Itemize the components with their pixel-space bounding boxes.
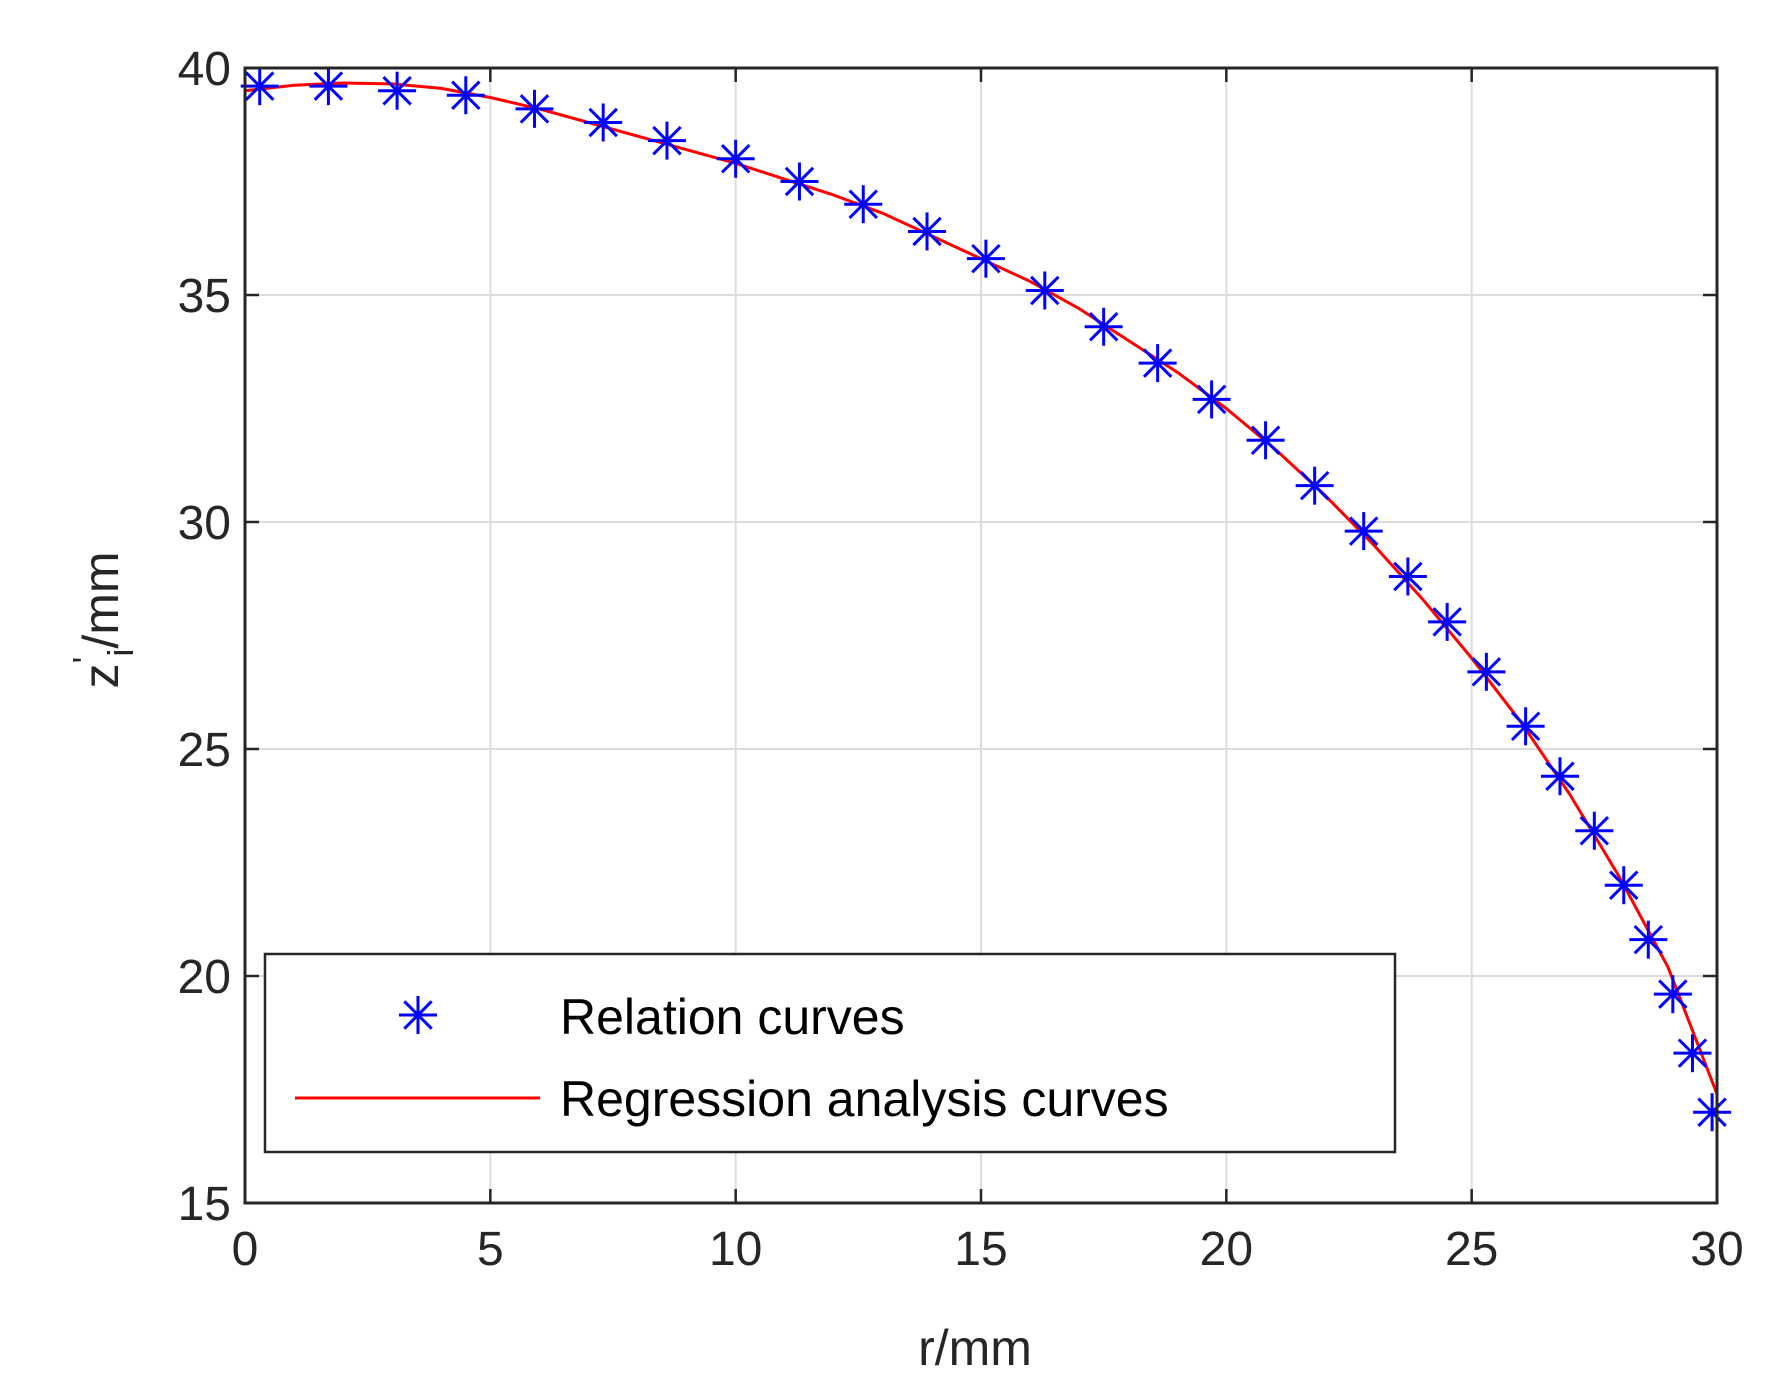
data-point <box>1084 307 1123 346</box>
y-axis-label: z'i/mm <box>65 551 141 688</box>
legend-marker-relation <box>399 996 437 1034</box>
data-point <box>446 76 485 115</box>
data-point <box>1506 707 1545 746</box>
data-point <box>378 71 417 110</box>
data-point <box>844 185 883 224</box>
relation-series <box>240 67 1732 1132</box>
legend-asterisk <box>399 996 437 1034</box>
data-point <box>1604 866 1643 905</box>
y-tick-label: 35 <box>178 270 231 323</box>
x-tick-label: 25 <box>1445 1223 1498 1276</box>
y-axis-label-sup: ' <box>65 657 106 664</box>
y-axis-label-sub: i <box>100 649 141 657</box>
legend-label-relation: Relation curves <box>560 989 905 1045</box>
legend: Relation curves Regression analysis curv… <box>263 952 1397 1154</box>
data-point <box>240 67 279 106</box>
data-point <box>647 121 686 160</box>
data-point <box>1388 557 1427 596</box>
legend-label-regression: Regression analysis curves <box>560 1071 1169 1127</box>
tick-labels: 0 5 10 15 20 25 30 15 20 25 30 35 40 <box>178 43 1744 1276</box>
y-tick-label: 25 <box>178 724 231 777</box>
axis-ticks <box>243 66 1719 1205</box>
data-point <box>1246 421 1285 460</box>
data-point <box>1138 344 1177 383</box>
y-tick-label: 30 <box>178 497 231 550</box>
data-point <box>1673 1034 1712 1073</box>
data-point <box>780 162 819 201</box>
data-point <box>309 67 348 106</box>
y-tick-label: 20 <box>178 951 231 1004</box>
y-tick-label: 15 <box>178 1178 231 1231</box>
data-point <box>1428 602 1467 641</box>
data-point <box>1467 652 1506 691</box>
data-point <box>1192 380 1231 419</box>
legend-box <box>263 952 1397 1154</box>
data-point <box>1344 512 1383 551</box>
data-point <box>908 212 947 251</box>
y-axis-label-var: z <box>73 664 129 689</box>
data-point <box>1295 466 1334 505</box>
x-tick-label: 15 <box>954 1223 1007 1276</box>
data-point <box>515 89 554 128</box>
data-point <box>1629 920 1668 959</box>
data-point <box>584 103 623 142</box>
x-tick-label: 10 <box>709 1223 762 1276</box>
x-axis-label: r/mm <box>918 1320 1032 1376</box>
y-tick-label: 40 <box>178 43 231 96</box>
data-point <box>1575 811 1614 850</box>
data-point <box>1025 271 1064 310</box>
svg-text:z'i/mm: z'i/mm <box>65 551 141 688</box>
x-tick-label: 30 <box>1690 1223 1743 1276</box>
data-point <box>966 239 1005 278</box>
x-tick-label: 20 <box>1200 1223 1253 1276</box>
data-point <box>1540 757 1579 796</box>
data-point <box>1693 1093 1732 1132</box>
y-axis-label-unit: /mm <box>73 551 129 648</box>
data-point <box>716 139 755 178</box>
x-tick-label: 0 <box>232 1223 259 1276</box>
data-point <box>1653 975 1692 1014</box>
x-tick-label: 5 <box>477 1223 504 1276</box>
